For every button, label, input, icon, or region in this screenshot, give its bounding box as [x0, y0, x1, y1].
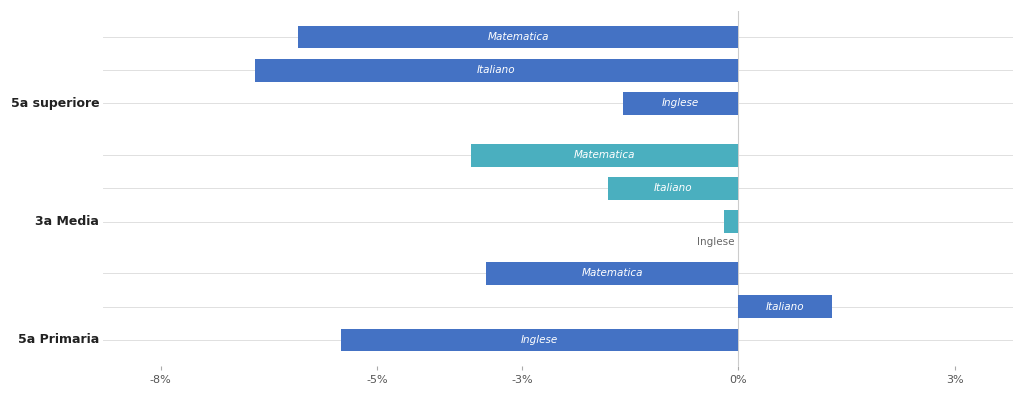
Bar [608, 177, 738, 200]
Text: 3a Media: 3a Media [36, 215, 99, 228]
Text: Inglese: Inglese [521, 335, 558, 345]
Text: Italiano: Italiano [654, 183, 693, 194]
Bar [255, 59, 738, 82]
Bar [341, 329, 738, 351]
Bar [485, 262, 738, 285]
Text: Matematica: Matematica [487, 32, 549, 42]
Text: Inglese: Inglese [663, 99, 699, 109]
Bar [724, 210, 738, 233]
Text: Italiano: Italiano [477, 65, 516, 75]
Text: 5a superiore: 5a superiore [10, 97, 99, 110]
Bar [623, 92, 738, 115]
Bar [298, 25, 738, 48]
Text: 5a Primaria: 5a Primaria [18, 333, 99, 346]
Text: Italiano: Italiano [766, 302, 805, 312]
Text: Matematica: Matematica [582, 268, 643, 278]
Bar [738, 295, 833, 318]
Text: Inglese: Inglese [697, 237, 735, 247]
Bar [471, 144, 738, 167]
Text: Matematica: Matematica [574, 150, 636, 160]
